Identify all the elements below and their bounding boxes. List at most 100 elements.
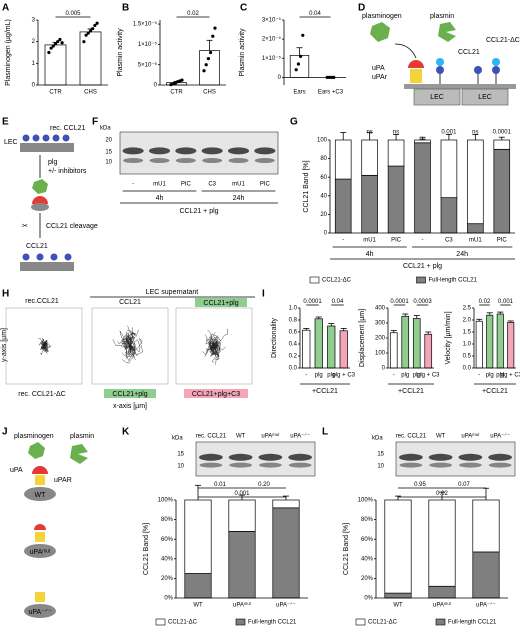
trajectory xyxy=(38,337,45,347)
y-tick-label: 1.0 xyxy=(289,306,298,312)
data-point xyxy=(95,21,99,25)
lane-label: mU1 xyxy=(232,182,245,188)
data-point xyxy=(294,68,298,72)
cell-layer xyxy=(20,143,74,152)
bar-segment xyxy=(472,551,500,599)
y-axis-label: Plasmin activity xyxy=(117,28,124,77)
arrow xyxy=(394,43,417,59)
legend-label: CCL21-ΔC xyxy=(322,278,352,284)
x-tick-label: plg xyxy=(401,373,409,379)
band xyxy=(199,462,223,468)
band xyxy=(254,158,275,164)
label: LEC xyxy=(4,139,18,146)
band xyxy=(399,462,423,468)
cell xyxy=(31,203,49,211)
upar-shape xyxy=(35,532,45,542)
trajectory xyxy=(212,345,216,363)
label: rec. CCL21-ΔC xyxy=(18,391,65,398)
label: WT xyxy=(35,492,47,499)
axis-label: +CCL21 xyxy=(482,388,508,395)
bar xyxy=(389,332,398,369)
cell-layer xyxy=(20,262,74,271)
lane-label: rec. CCL21 xyxy=(396,434,427,440)
y-tick-label: 1 xyxy=(32,61,36,67)
band xyxy=(148,147,171,155)
trajectory xyxy=(43,343,47,348)
band xyxy=(198,453,223,461)
y-tick-label: 1.0 xyxy=(463,342,472,348)
bar-segment xyxy=(361,174,378,234)
trajectory xyxy=(128,344,135,356)
ccl21-dot xyxy=(474,66,482,74)
y-tick-label: 0.6 xyxy=(289,330,298,336)
trajectory xyxy=(121,333,131,347)
label: CCL21 xyxy=(26,243,48,250)
y-tick-label: 3 xyxy=(32,18,36,24)
x-tick-label: plg xyxy=(413,373,421,379)
band xyxy=(488,462,512,468)
band xyxy=(228,453,253,461)
y-tick-label: 60% xyxy=(161,537,174,543)
band xyxy=(459,462,482,468)
lane-label: WT xyxy=(236,434,246,440)
y-tick-label: 300 xyxy=(375,321,386,327)
p-value: 0.005 xyxy=(65,11,81,17)
bar xyxy=(302,329,311,369)
y-tick-label: 100 xyxy=(317,138,328,144)
trajectory xyxy=(123,340,131,350)
y-tick-label: 80% xyxy=(361,517,374,523)
x-tick-label: plg + C3 xyxy=(332,373,355,379)
ccl21-dot xyxy=(50,253,58,261)
bar xyxy=(199,50,220,86)
label: rec. CCL21 xyxy=(50,125,86,132)
ccl21-dot xyxy=(32,134,40,142)
y-tick-label: 80 xyxy=(320,156,327,162)
data-point xyxy=(206,56,210,61)
bar xyxy=(412,318,421,369)
data-point xyxy=(91,27,95,31)
label: LEC supernatant xyxy=(146,289,199,296)
legend-swatch xyxy=(416,276,426,284)
lane-label: uPA⁻ᐟ⁻ xyxy=(490,433,510,440)
upar-shape xyxy=(35,592,45,602)
y-tick-label: 3×10⁻⁵ xyxy=(262,17,282,24)
group-label: 4h xyxy=(366,251,374,258)
ccl21-dot xyxy=(52,134,60,142)
band xyxy=(288,453,313,461)
lane-label: WT xyxy=(436,434,446,440)
bar xyxy=(496,313,504,369)
y-tick-label: 0% xyxy=(164,596,173,602)
band xyxy=(175,158,196,164)
y-axis-label: Plasminogen (µg/mL) xyxy=(5,19,12,86)
ccl21-dot xyxy=(22,134,30,142)
label: CCL21 cleavage xyxy=(46,223,98,230)
label: CCL21 xyxy=(119,299,141,306)
axis-label: x-axis [µm] xyxy=(113,403,147,410)
y-tick-label: 40% xyxy=(161,556,174,562)
x-tick-label: Ears xyxy=(293,90,305,96)
y-axis-label: Directionality xyxy=(271,317,278,358)
axis-label: +CCL21 xyxy=(398,388,424,395)
ccl21-dot xyxy=(492,58,500,66)
y-tick-label: 2 xyxy=(32,39,36,45)
ccl21-dot xyxy=(22,253,30,261)
p-value: 0.04 xyxy=(332,299,344,305)
trajectory xyxy=(210,336,217,347)
label: kDa xyxy=(372,436,383,442)
x-tick-label: CHS xyxy=(84,90,97,96)
y-tick-label: 0 xyxy=(32,83,36,89)
y-tick-label: 1×10⁻⁵ xyxy=(138,41,158,48)
legend-swatch xyxy=(155,618,166,626)
axis-label: y-axis [µm] xyxy=(1,328,8,362)
y-tick-label: 80% xyxy=(161,517,174,523)
y-tick-label: 1×10⁻⁵ xyxy=(262,55,282,62)
trajectory xyxy=(208,339,215,355)
cell xyxy=(24,487,56,501)
ccl21-dot xyxy=(492,66,500,74)
bar xyxy=(401,315,410,369)
y-tick-label: 0 xyxy=(324,231,328,237)
bar-segment xyxy=(334,178,352,234)
lane-label: uPAᵐᵘᵗ xyxy=(261,433,280,440)
upar-shape xyxy=(410,69,422,83)
plasminogen-shape xyxy=(28,442,45,459)
